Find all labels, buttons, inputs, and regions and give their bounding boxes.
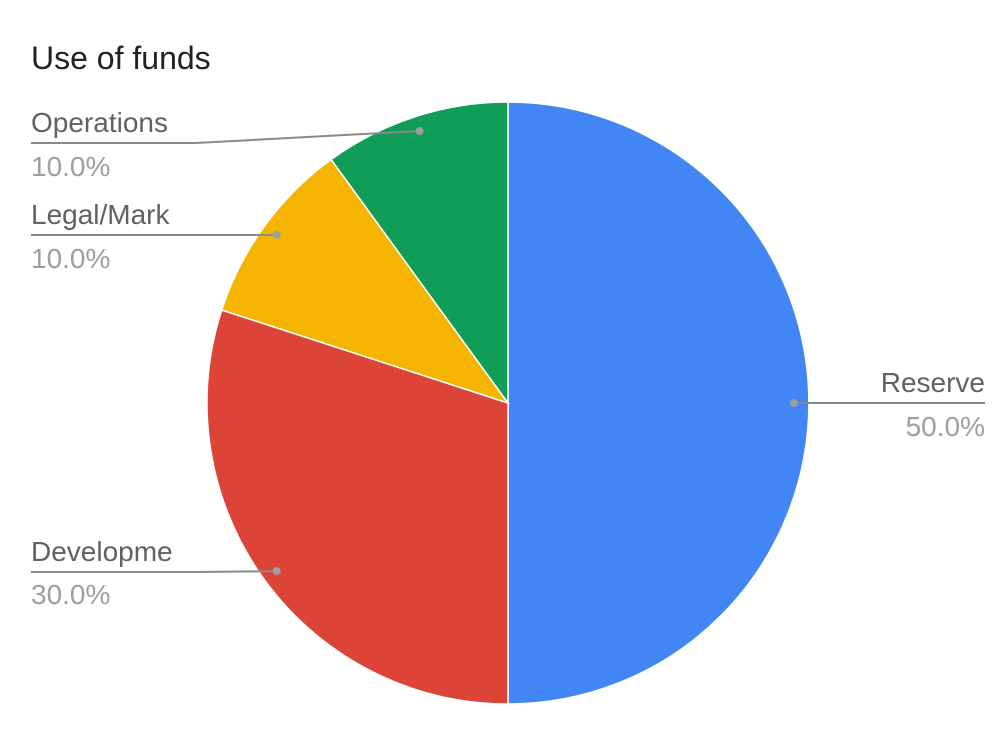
slice-label-legal-mark: Legal/Mark: [31, 199, 171, 230]
slice-operations: [330, 101, 509, 406]
slice-label-reserve: Reserve: [881, 367, 985, 398]
leader-dot-developme: [272, 567, 281, 576]
slice-developme: [206, 309, 509, 705]
leader-dot-operations: [415, 127, 424, 136]
leader-dot-legal-mark: [272, 230, 281, 239]
slice-label-operations: Operations: [31, 107, 168, 138]
leader-line-operations: [31, 130, 420, 144]
pie-slices: [206, 101, 810, 705]
slice-percent-operations: 10.0%: [31, 151, 110, 182]
slice-label-developme: Developme: [31, 536, 173, 567]
leader-dot-reserve: [789, 399, 798, 407]
slice-percent-developme: 30.0%: [31, 579, 110, 610]
chart-title: Use of funds: [31, 40, 211, 76]
slice-reserve: [507, 101, 810, 705]
slice-percent-reserve: 50.0%: [906, 411, 985, 442]
leader-line-developme: [31, 570, 277, 573]
slice-labels: Reserve 50.0% Developme 30.0% Legal/Mark 10.0…: [31, 107, 985, 610]
slice-legal-mark: [220, 158, 510, 405]
slice-percent-legal-mark: 10.0%: [31, 243, 110, 274]
